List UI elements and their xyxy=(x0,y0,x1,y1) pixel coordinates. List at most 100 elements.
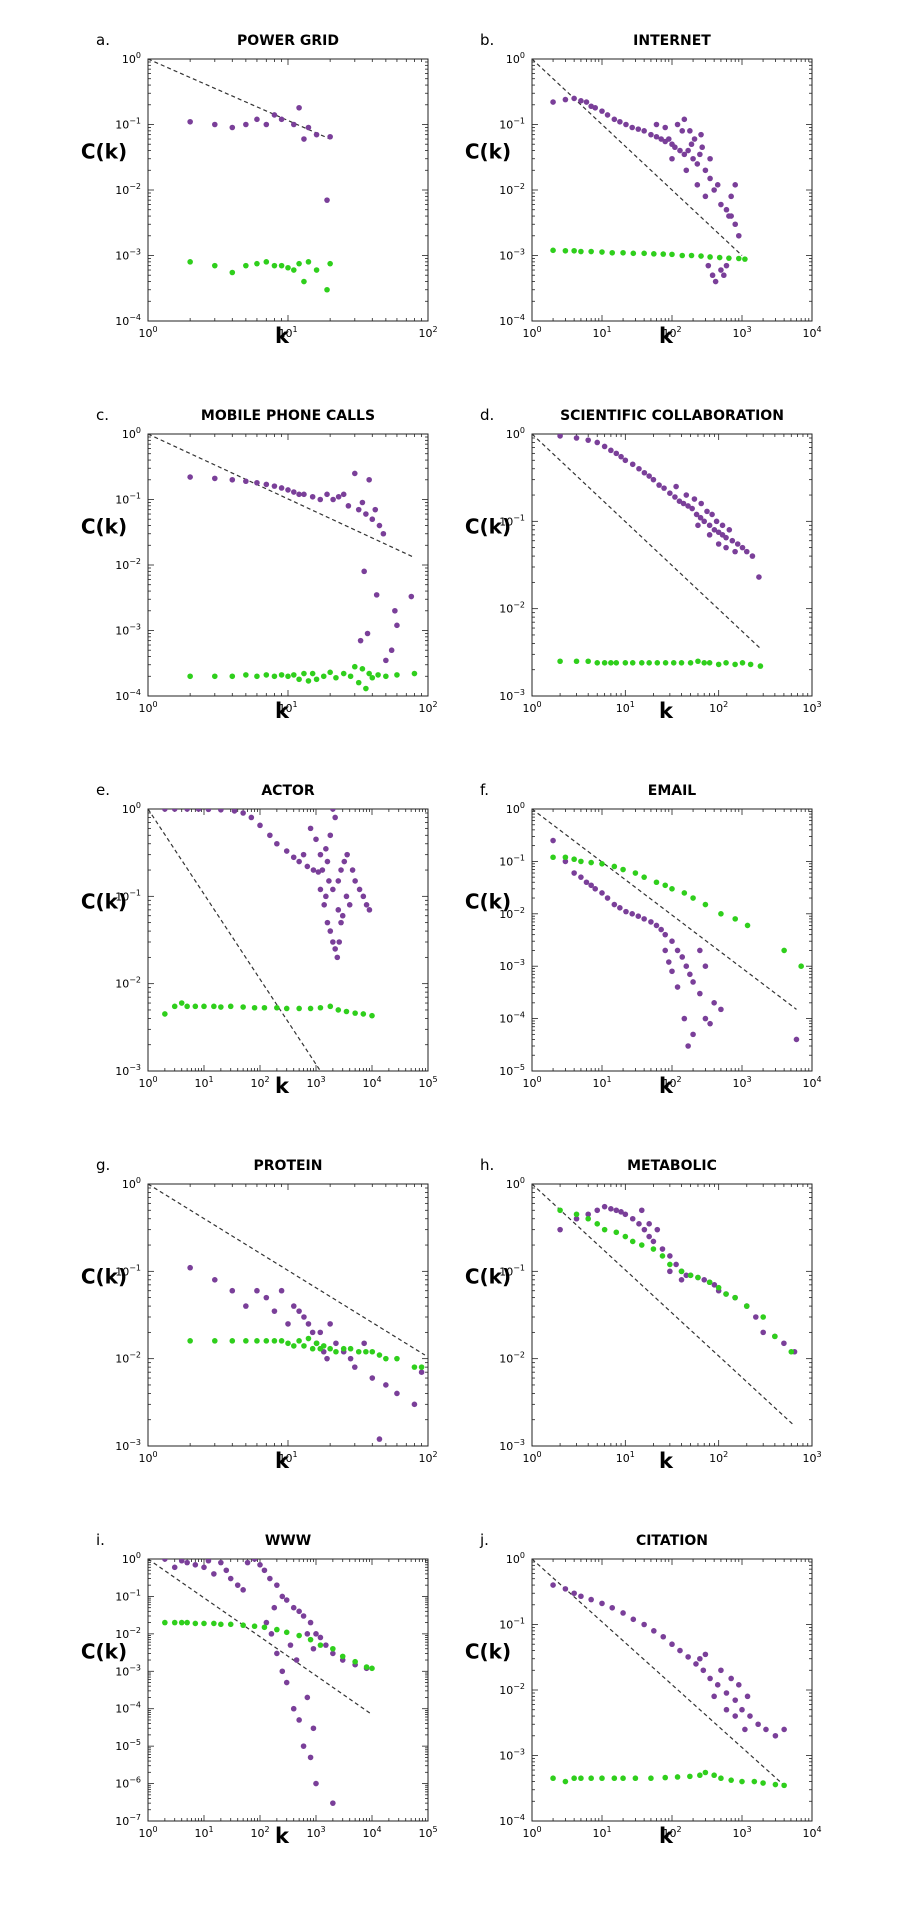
x-axis-label: k xyxy=(659,1824,674,1848)
x-tick-label: 101 xyxy=(616,700,635,715)
data-point xyxy=(211,1620,217,1627)
chart-c: c. MOBILE PHONE CALLS 100 101 102 100 10−1 10−2… xyxy=(81,406,438,723)
data-point xyxy=(611,901,618,908)
data-point xyxy=(661,485,667,491)
data-point xyxy=(674,1774,681,1780)
data-point xyxy=(285,1340,291,1347)
data-point xyxy=(373,592,380,598)
data-point xyxy=(669,1641,675,1648)
data-point xyxy=(296,858,302,865)
y-tick-label: 10−7 xyxy=(115,1813,141,1828)
chart-i: i. WWW 100 101 102 103 104 105 100 10−1 10−2 10−3 10… xyxy=(81,1531,438,1848)
data-point xyxy=(578,858,584,865)
data-point xyxy=(712,278,719,285)
data-point xyxy=(248,814,255,821)
data-point xyxy=(343,1008,350,1015)
data-point xyxy=(340,1345,347,1352)
data-point xyxy=(351,470,358,477)
data-point xyxy=(683,963,690,969)
data-point xyxy=(571,95,577,102)
data-point xyxy=(732,1713,739,1719)
x-tick-label: 101 xyxy=(278,1450,297,1465)
x-tick-label: 102 xyxy=(709,700,728,715)
data-point xyxy=(352,878,358,884)
data-point xyxy=(320,1343,327,1349)
data-point xyxy=(667,490,673,496)
y-tick-label: 10−2 xyxy=(115,182,141,197)
data-point xyxy=(274,1626,280,1633)
data-point xyxy=(695,658,701,665)
data-point xyxy=(296,104,302,111)
data-point xyxy=(630,1616,637,1623)
data-point xyxy=(218,809,224,813)
data-point xyxy=(588,1596,594,1603)
panel-j: j. CITATION 100 101 102 103 104 100 10−1 10−2 10−3… xyxy=(450,1515,850,1875)
y-tick-label: 10−4 xyxy=(115,313,141,328)
data-point xyxy=(685,1654,691,1660)
chart-d: d. SCIENTIFIC COLLABORATION 100 101 102 103 10… xyxy=(465,406,822,723)
data-point xyxy=(732,661,738,668)
data-point xyxy=(369,1375,376,1381)
data-point xyxy=(271,483,278,489)
data-point xyxy=(376,1436,383,1442)
data-point xyxy=(713,518,720,525)
data-point xyxy=(650,1238,657,1245)
data-point xyxy=(711,526,718,533)
x-tick-label: 100 xyxy=(522,1075,541,1090)
data-point xyxy=(673,1261,679,1268)
plot-frame xyxy=(147,58,429,322)
data-point xyxy=(283,848,290,854)
data-point xyxy=(375,672,381,678)
x-tick-label: 100 xyxy=(138,325,157,340)
data-point xyxy=(585,1211,591,1218)
data-point xyxy=(691,136,698,142)
data-point xyxy=(726,526,733,533)
data-point xyxy=(310,1725,317,1732)
data-point xyxy=(336,939,343,945)
data-point xyxy=(211,1338,218,1344)
data-point xyxy=(363,685,369,692)
data-point xyxy=(229,673,236,680)
data-point xyxy=(201,1003,207,1010)
data-point xyxy=(629,461,636,468)
data-point xyxy=(611,863,618,870)
reference-line xyxy=(532,434,761,649)
y-tick-label: 10−3 xyxy=(499,1748,525,1763)
data-point xyxy=(583,99,590,105)
data-point xyxy=(251,1559,258,1562)
data-point xyxy=(629,1215,636,1222)
data-point xyxy=(618,1209,624,1215)
data-point xyxy=(290,1705,297,1712)
x-axis-label: k xyxy=(659,699,674,723)
data-point xyxy=(309,493,316,500)
data-point xyxy=(323,846,329,852)
data-point xyxy=(356,886,363,893)
data-point xyxy=(201,1620,207,1627)
data-point xyxy=(304,1694,311,1701)
data-point xyxy=(646,473,652,479)
data-point xyxy=(638,659,645,666)
data-point xyxy=(608,447,614,454)
data-point xyxy=(697,514,704,521)
data-point xyxy=(742,1726,748,1733)
data-point xyxy=(285,673,291,680)
x-tick-label: 100 xyxy=(522,700,541,715)
x-tick-label: 101 xyxy=(616,1450,635,1465)
data-point xyxy=(702,1769,709,1776)
data-point xyxy=(743,1303,750,1309)
panel-label: f. xyxy=(480,781,489,799)
data-point xyxy=(702,1015,709,1022)
panel-label: h. xyxy=(480,1156,494,1174)
data-point xyxy=(243,672,249,678)
data-point xyxy=(723,206,730,213)
y-tick-label: 10−3 xyxy=(115,1663,141,1678)
data-point xyxy=(274,1650,280,1657)
data-point xyxy=(638,1207,645,1214)
data-point xyxy=(327,669,333,676)
chart-title: INTERNET xyxy=(633,33,711,49)
data-point xyxy=(678,1276,685,1283)
data-point xyxy=(263,1338,270,1344)
data-point xyxy=(321,901,327,908)
data-point xyxy=(278,116,285,123)
y-tick-label: 100 xyxy=(506,801,525,816)
